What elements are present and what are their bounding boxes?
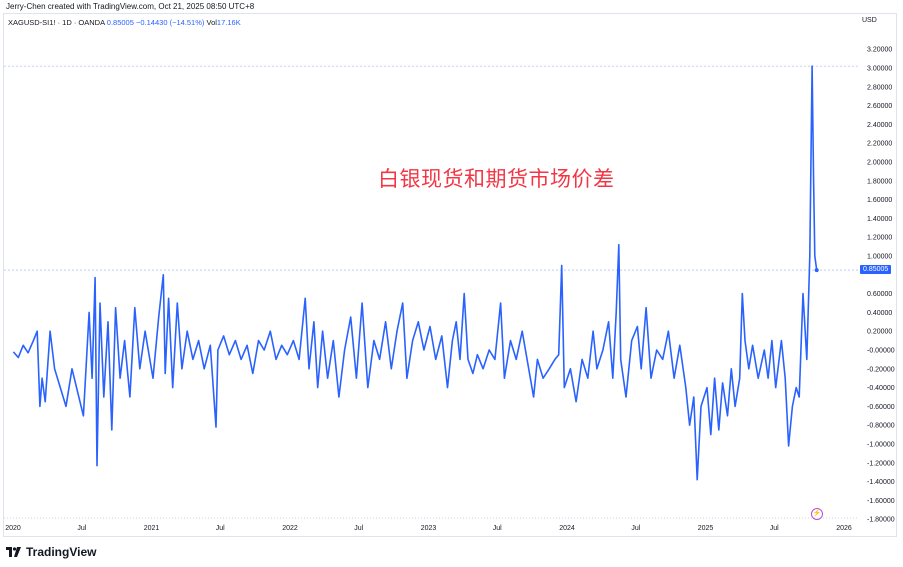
chart-credit: Jerry-Chen created with TradingView.com,… <box>6 2 255 11</box>
y-tick-label: 0.20000 <box>867 329 892 336</box>
x-tick-label: Jul <box>354 525 363 532</box>
y-tick-label: -0.60000 <box>867 404 895 411</box>
symbol-name: XAGUSD-SI1! · 1D · OANDA <box>8 18 105 27</box>
series-line <box>12 65 818 481</box>
y-tick-label: -1.00000 <box>867 442 895 449</box>
y-tick-label: -0.20000 <box>867 366 895 373</box>
y-tick-label: 2.40000 <box>867 122 892 129</box>
y-tick-label: -1.60000 <box>867 498 895 505</box>
x-tick-label: 2024 <box>559 525 575 532</box>
x-tick-label: 2023 <box>421 525 437 532</box>
last-value: 0.85005 <box>106 18 134 27</box>
y-tick-label: -0.40000 <box>867 385 895 392</box>
x-tick-label: Jul <box>770 525 779 532</box>
y-tick-label: -1.80000 <box>867 517 895 524</box>
x-tick-label: 2020 <box>5 525 21 532</box>
y-tick-label: 1.20000 <box>867 235 892 242</box>
x-tick-label: Jul <box>216 525 225 532</box>
y-tick-label: -0.80000 <box>867 423 895 430</box>
chart-frame <box>3 13 897 537</box>
y-tick-label: 2.60000 <box>867 103 892 110</box>
y-tick-label: 1.40000 <box>867 216 892 223</box>
y-tick-label: 1.60000 <box>867 197 892 204</box>
currency-label[interactable]: USD <box>862 17 877 24</box>
y-tick-label: 0.40000 <box>867 310 892 317</box>
x-tick-label: Jul <box>77 525 86 532</box>
y-tick-label: 1.80000 <box>867 178 892 185</box>
change-value: −0.14430 (−14.51%) <box>136 18 205 27</box>
x-tick-label: Jul <box>631 525 640 532</box>
price-axis: 3.20000 3.00000 2.80000 2.60000 2.40000 2.200… <box>867 47 895 524</box>
x-tick-label: 2026 <box>836 525 852 532</box>
y-tick-label: 3.00000 <box>867 66 892 73</box>
y-tick-label: 2.00000 <box>867 160 892 167</box>
x-tick-label: 2022 <box>282 525 298 532</box>
tradingview-logo[interactable]: TradingView <box>6 545 96 559</box>
tradingview-icon <box>6 547 21 557</box>
time-axis: 2020 Jul 2021 Jul 2022 Jul 2023 Jul 2024 Jul 2025 J… <box>4 517 858 532</box>
last-price-label: 0.85005 <box>860 265 892 275</box>
volume-value: 17.16K <box>216 18 241 27</box>
y-tick-label: 0.60000 <box>867 291 892 298</box>
y-tick-label: -0.00000 <box>867 348 895 355</box>
chart-annotation[interactable]: 白银现货和期货市场价差 <box>378 167 615 191</box>
y-tick-label: -1.20000 <box>867 460 895 467</box>
brand-name: TradingView <box>26 545 97 559</box>
x-tick-label: 2021 <box>144 525 160 532</box>
volume-label: Vol <box>206 18 217 27</box>
x-tick-label: 2025 <box>698 525 714 532</box>
y-tick-label: 2.80000 <box>867 84 892 91</box>
x-tick-label: Jul <box>493 525 502 532</box>
y-tick-label: -1.40000 <box>867 479 895 486</box>
lightning-icon[interactable]: ⚡ <box>811 508 823 520</box>
y-tick-label: 3.20000 <box>867 47 892 54</box>
y-tick-label: 2.20000 <box>867 141 892 148</box>
last-point-marker <box>814 268 819 273</box>
y-tick-label: 1.00000 <box>867 254 892 261</box>
symbol-legend[interactable]: XAGUSD-SI1! · 1D · OANDA 0.85005 −0.1443… <box>8 18 241 27</box>
